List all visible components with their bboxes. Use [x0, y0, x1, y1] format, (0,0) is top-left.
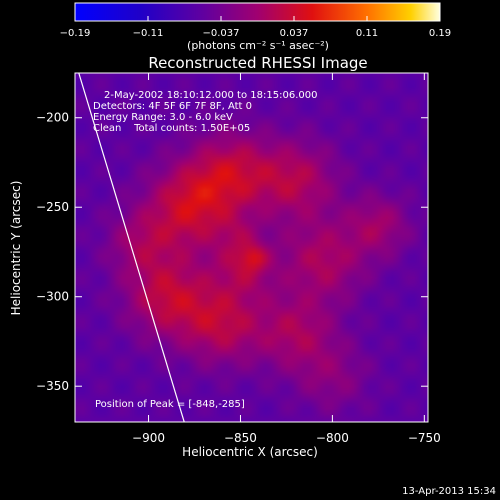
info-line-detectors: Detectors: 4F 5F 6F 7F 8F, Att 0 [93, 101, 252, 112]
colorbar-tick-label: 0.11 [356, 28, 378, 39]
plot-frame [74, 72, 429, 423]
info-line-counts: Clean Total counts: 1.50E+05 [93, 123, 250, 134]
colorbar-tick-label: 0.037 [280, 28, 309, 39]
colorbar-tick-label: −0.19 [60, 28, 91, 39]
x-axis-label: Heliocentric X (arcsec) [182, 445, 318, 459]
info-text-block: 2-May-2002 18:10:12.000 to 18:15:06.000 … [93, 90, 317, 134]
heatmap-image [75, 73, 428, 422]
solar-limb-line [78, 73, 185, 422]
colorbar-tick-label: −0.11 [133, 28, 164, 39]
y-tick-label: −300 [36, 290, 69, 304]
x-tick-label: −750 [408, 431, 441, 445]
colorbar-unit-label: (photons cm⁻² s⁻¹ asec⁻²) [187, 39, 329, 52]
colorbar-tick-label: 0.19 [429, 28, 451, 39]
heatmap-area [75, 73, 428, 422]
colorbar-ticks: −0.19 −0.11 −0.037 0.037 0.11 0.19 [60, 16, 451, 39]
y-tick-label: −350 [36, 379, 69, 393]
x-tick-label: −800 [316, 431, 349, 445]
y-tick-label: −250 [36, 200, 69, 214]
info-line-energy: Energy Range: 3.0 - 6.0 keV [93, 112, 233, 123]
y-tick-label: −200 [36, 111, 69, 125]
info-line-time: 2-May-2002 18:10:12.000 to 18:15:06.000 [104, 90, 317, 101]
x-tick-label: −850 [224, 431, 257, 445]
axis-ticks: −900 −850 −800 −750 −200 −250 −300 −350 [36, 73, 441, 445]
y-axis-label: Heliocentric Y (arcsec) [9, 181, 23, 316]
colorbar-tick-label: −0.037 [202, 28, 239, 39]
footer-timestamp: 13-Apr-2013 15:34 [402, 486, 496, 497]
x-tick-label: −900 [132, 431, 165, 445]
peak-position-text: Position of Peak = [-848,-285] [95, 399, 245, 410]
chart-title: Reconstructed RHESSI Image [148, 54, 367, 72]
colorbar [74, 2, 441, 22]
